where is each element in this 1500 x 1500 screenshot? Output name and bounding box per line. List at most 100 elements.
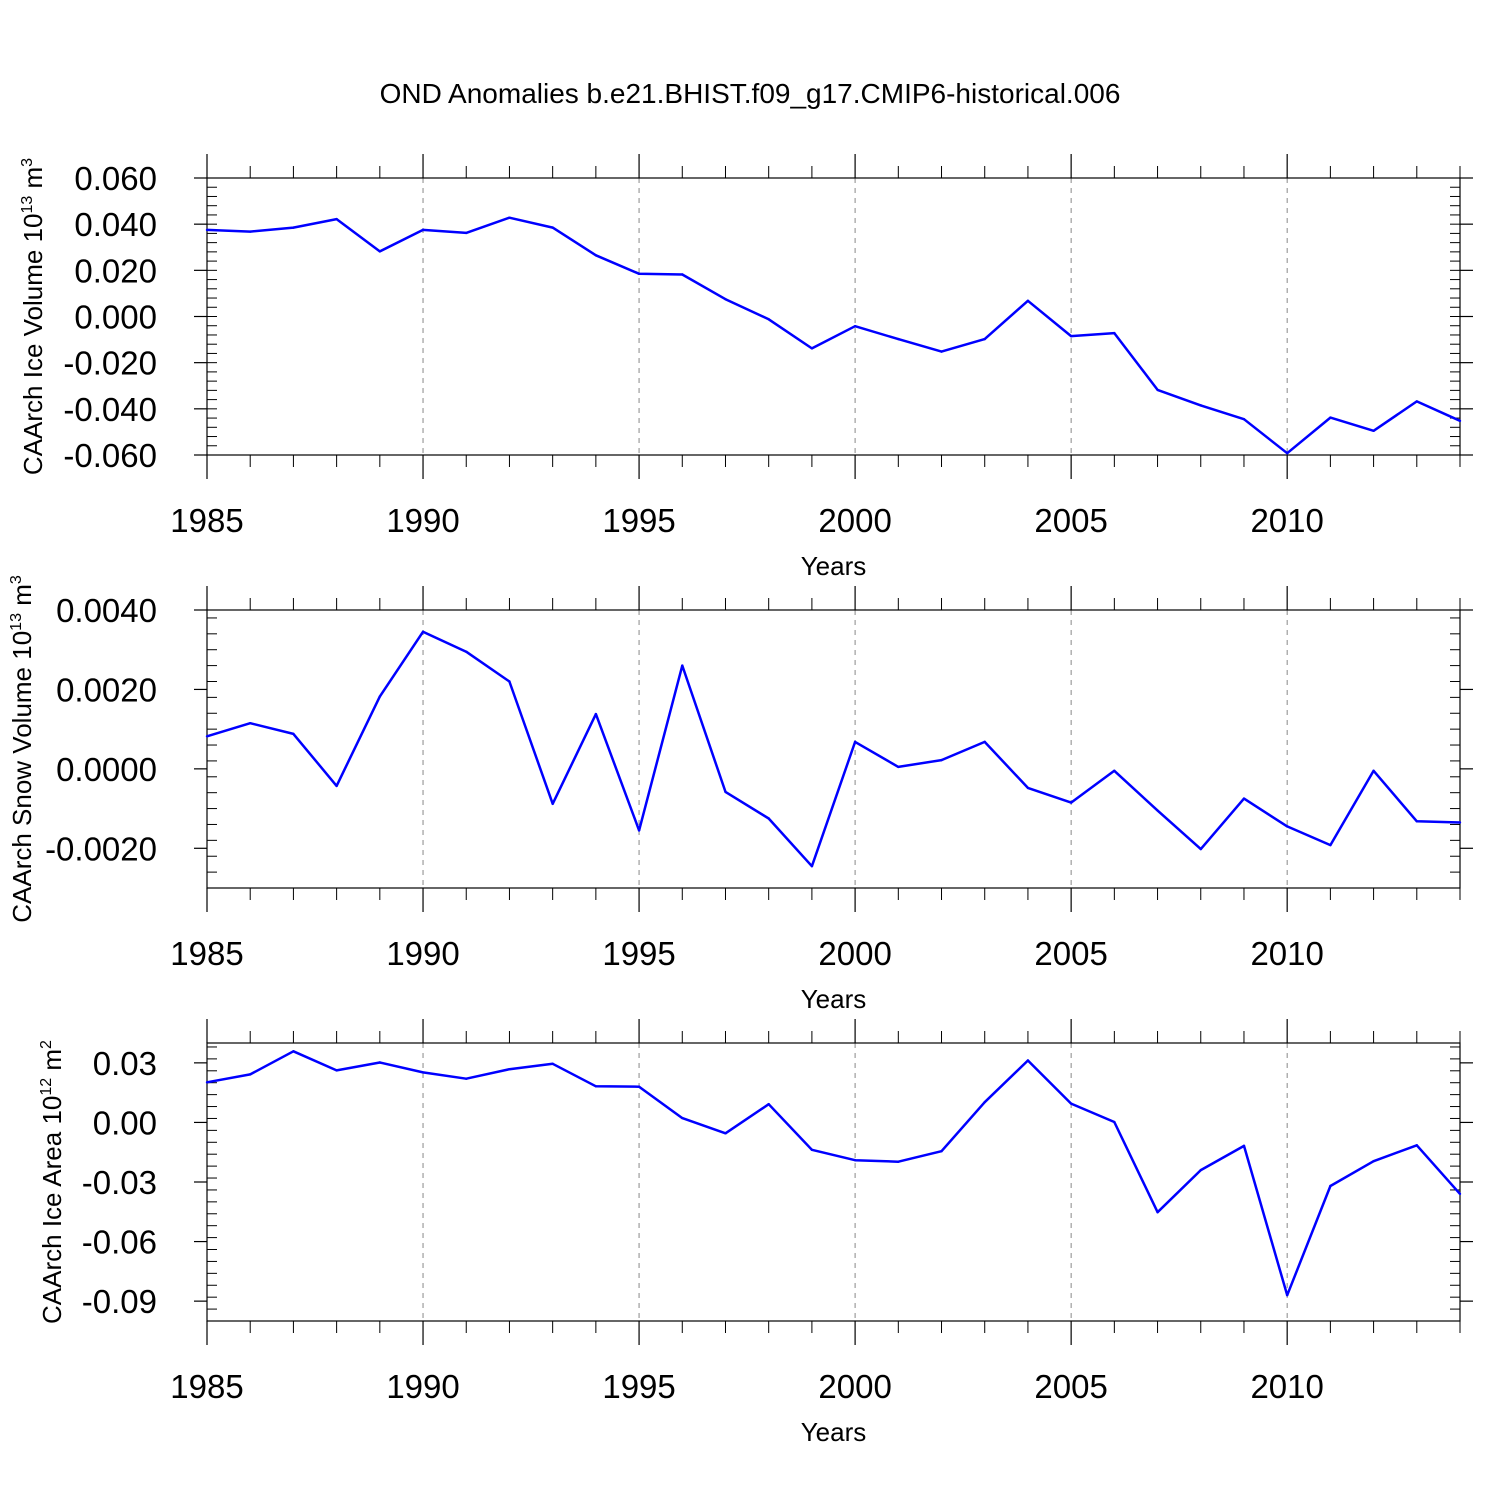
data-point [1242, 797, 1246, 800]
x-tick-label: 1995 [602, 935, 675, 972]
data-point [1156, 388, 1159, 392]
data-point [1199, 847, 1202, 851]
data-point [1069, 801, 1073, 804]
chart-panel-2: -0.0020 0.0000 0.0020 0.0040 1985 1990 1995 200… [7, 575, 1473, 1014]
data-point [1458, 419, 1462, 423]
data-point [1329, 843, 1332, 847]
plot-frame [206, 609, 1461, 889]
y-tick-label: -0.0020 [45, 830, 157, 867]
data-point [724, 1132, 727, 1135]
series-line [206, 1050, 1461, 1297]
data-point [767, 1102, 770, 1106]
data-point [205, 1081, 209, 1084]
data-point [681, 664, 684, 667]
x-tick-label: 2010 [1250, 935, 1323, 972]
data-point [1156, 1210, 1159, 1214]
x-tick-label: 2005 [1034, 1368, 1107, 1405]
data-point [853, 324, 857, 328]
data-point [897, 337, 900, 341]
series-line [206, 216, 1461, 455]
data-point [853, 1158, 857, 1162]
y-tick-label: -0.040 [63, 391, 157, 428]
y-tick-label: -0.020 [63, 345, 157, 382]
data-point [551, 226, 554, 229]
data-point [335, 784, 338, 788]
data-point [594, 254, 598, 257]
data-point [378, 1061, 382, 1064]
x-tick-label: 2000 [818, 1368, 891, 1405]
x-tick-label: 1985 [170, 1368, 243, 1405]
data-point [1156, 809, 1159, 812]
data-point [1199, 1168, 1202, 1172]
data-point [1113, 1120, 1116, 1124]
data-point [335, 1069, 338, 1072]
x-tick-label: 2005 [1034, 935, 1107, 972]
data-point [292, 226, 295, 229]
data-point [1372, 429, 1375, 432]
data-point [1285, 451, 1289, 455]
y-tick-label: 0.060 [74, 160, 157, 197]
data-point [378, 695, 382, 698]
data-point [637, 1085, 641, 1088]
data-point [1069, 334, 1073, 338]
data-point [1372, 769, 1375, 773]
x-tick-label: 2000 [818, 502, 891, 539]
data-point [681, 273, 684, 276]
x-tick-label: 1990 [386, 1368, 459, 1405]
data-point [249, 1073, 252, 1076]
x-axis-title: Years [801, 1417, 867, 1447]
data-point [1329, 1184, 1332, 1188]
data-point [853, 740, 857, 744]
data-point [594, 712, 598, 716]
data-point [983, 337, 986, 341]
data-point [249, 721, 252, 725]
y-tick-label: -0.09 [82, 1283, 157, 1320]
data-point [767, 817, 770, 820]
data-point [508, 680, 511, 683]
y-axis-title: CAArch Ice Volume 1013 m3 [18, 158, 48, 475]
data-point [508, 216, 511, 219]
data-point [897, 1160, 900, 1163]
y-axis-title: CAArch Snow Volume 1013 m3 [7, 575, 37, 923]
data-point [378, 250, 382, 253]
data-point [983, 1100, 986, 1104]
y-axis-title: CAArch Ice Area 1012 m2 [37, 1040, 67, 1324]
data-point [551, 802, 554, 806]
data-point [1458, 1192, 1462, 1196]
x-tick-label: 2010 [1250, 1368, 1323, 1405]
data-point [1285, 1293, 1289, 1297]
data-point [1329, 416, 1332, 419]
x-tick-label: 1990 [386, 502, 459, 539]
x-tick-label: 2000 [818, 935, 891, 972]
data-point [637, 272, 641, 275]
chart-panel-1: -0.060 -0.040 -0.020 0.000 0.020 0.040 0.060 19… [18, 154, 1473, 581]
data-point [1069, 1102, 1073, 1105]
data-point [724, 790, 727, 794]
data-point [594, 1085, 598, 1088]
chart-panel-3: -0.09 -0.06 -0.03 0.00 0.03 1985 1990 1995 2000 2… [37, 1019, 1473, 1447]
data-point [205, 228, 209, 232]
data-point [767, 318, 770, 321]
data-point [1026, 1059, 1030, 1062]
data-point [335, 217, 338, 221]
x-tick-label: 2005 [1034, 502, 1107, 539]
data-point [810, 347, 814, 350]
y-tick-label: -0.03 [82, 1164, 157, 1201]
data-point [1026, 299, 1030, 303]
x-tick-label: 2010 [1250, 502, 1323, 539]
data-point [421, 630, 425, 634]
data-point [1113, 769, 1116, 773]
data-point [724, 297, 727, 301]
data-point [465, 1077, 468, 1080]
data-point [940, 350, 943, 353]
data-point [249, 230, 252, 233]
data-point [1199, 404, 1202, 407]
data-point [1415, 820, 1418, 823]
y-tick-label: -0.060 [63, 437, 157, 474]
data-point [940, 1150, 943, 1153]
y-tick-label: 0.000 [74, 299, 157, 336]
y-tick-label: 0.0040 [56, 592, 157, 629]
data-point [508, 1068, 511, 1071]
page-title: OND Anomalies b.e21.BHIST.f09_g17.CMIP6-… [379, 78, 1121, 109]
